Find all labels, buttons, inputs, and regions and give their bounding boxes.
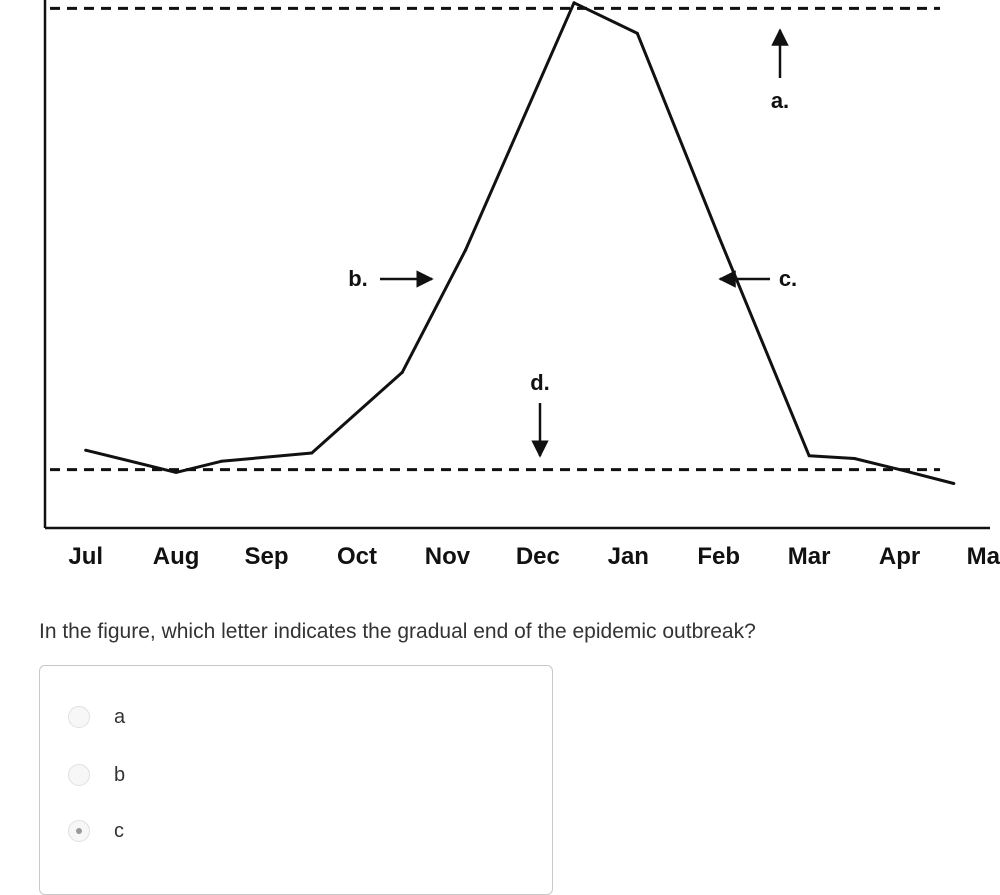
radio-button[interactable] [68, 820, 90, 842]
epidemic-line-chart: Jul Aug Sep Oct Nov Dec Jan Feb Mar Apr May a. b. c.… [43, 0, 1000, 570]
annotation-b-label: b. [348, 266, 368, 291]
question-text: In the figure, which letter indicates th… [39, 620, 756, 643]
option-c[interactable]: c [68, 816, 124, 846]
data-point [174, 470, 178, 474]
data-point [852, 457, 856, 461]
x-tick-label: Jan [608, 543, 649, 570]
x-tick-label: Dec [516, 543, 560, 570]
option-label: a [114, 705, 126, 728]
option-label: b [114, 763, 126, 786]
radio-button[interactable] [68, 706, 90, 728]
data-point [807, 454, 811, 458]
option-a[interactable]: a [68, 702, 125, 732]
data-point [310, 451, 314, 455]
data-point [952, 482, 956, 486]
radio-button[interactable] [68, 764, 90, 786]
annotation-c-label: c. [779, 266, 797, 291]
x-tick-label: May [967, 543, 1000, 570]
annotation-d-label: d. [530, 370, 550, 395]
option-b[interactable]: b [68, 760, 125, 790]
data-point [898, 468, 902, 472]
data-point [572, 1, 576, 5]
x-tick-label: Feb [697, 543, 740, 570]
data-point [84, 448, 88, 452]
annotation-a-label: a. [771, 88, 789, 113]
data-point [635, 31, 639, 35]
option-label: c [114, 819, 124, 842]
x-tick-label: Apr [879, 543, 920, 570]
data-point [400, 370, 404, 374]
data-point [717, 234, 721, 238]
x-tick-label: Mar [788, 543, 831, 570]
data-point [219, 459, 223, 463]
x-tick-label: Nov [425, 543, 471, 570]
x-tick-label: Sep [245, 543, 289, 570]
x-tick-label: Jul [68, 543, 103, 570]
case-count-line [85, 1, 955, 485]
data-point [464, 248, 468, 252]
answer-options-box: a b c [39, 665, 553, 895]
x-tick-label: Aug [153, 543, 200, 570]
x-tick-label: Oct [337, 543, 377, 570]
